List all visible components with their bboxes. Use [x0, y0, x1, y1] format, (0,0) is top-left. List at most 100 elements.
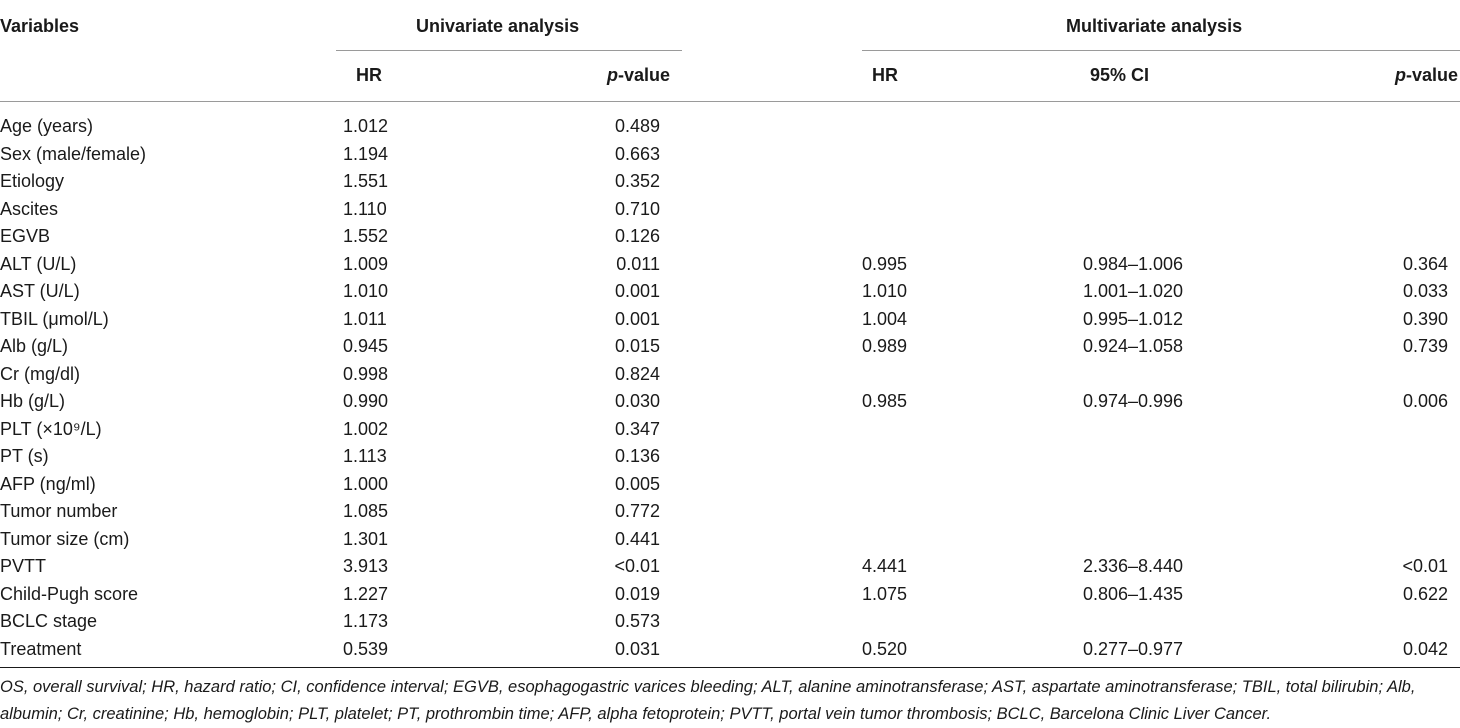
header-bottom-rule: [0, 101, 1460, 102]
uni-hr-cell: 1.085: [343, 501, 389, 521]
header-uni-hr: HR: [356, 65, 382, 85]
uni-hr-cell: 1.173: [343, 611, 389, 631]
uni-p-cell: 0.710: [614, 198, 660, 219]
uni-hr-cell: 1.113: [343, 446, 387, 466]
table-row: Sex (male/female) 1.194 0.663: [0, 141, 1460, 169]
table-row: Child-Pugh score 1.227 0.019 1.075 0.806–1.4…: [0, 581, 1460, 609]
variable-cell: Age (years): [0, 116, 94, 136]
uni-p-cell: <0.01: [614, 556, 660, 576]
uni-hr-cell: 0.998: [343, 363, 389, 384]
multi-hr-cell: 1.004: [862, 308, 908, 329]
multi-p-cell: 0.006: [1402, 391, 1448, 411]
variable-cell: EGVB: [0, 226, 51, 246]
table-row: AFP (ng/ml) 1.000 0.005: [0, 471, 1460, 499]
variable-cell: ALT (U/L): [0, 253, 77, 274]
header-multi-pvalue: p-value: [1394, 65, 1458, 85]
uni-p-cell: 0.011: [616, 253, 660, 274]
variable-cell: Cr (mg/dl): [0, 363, 80, 384]
uni-p-cell: 0.126: [614, 226, 660, 246]
uni-p-cell: 0.347: [614, 418, 660, 439]
table-row: Tumor size (cm) 1.301 0.441: [0, 526, 1460, 554]
variable-cell: BCLC stage: [0, 611, 98, 631]
multi-p-cell: 0.033: [1402, 281, 1448, 301]
uni-hr-cell: 0.990: [343, 391, 389, 411]
multi-hr-cell: 1.075: [862, 583, 908, 604]
table-row: BCLC stage 1.173 0.573: [0, 608, 1460, 636]
multi-hr-cell: 4.441: [862, 556, 908, 576]
header-multi-hr: HR: [872, 65, 898, 85]
multi-p-cell: 0.390: [1402, 308, 1448, 329]
uni-hr-cell: 1.009: [343, 253, 389, 274]
uni-p-cell: 0.005: [614, 473, 660, 494]
table-row: Age (years) 1.012 0.489: [0, 113, 1460, 141]
table-row: PT (s) 1.113 0.136: [0, 443, 1460, 471]
table-row: Etiology 1.551 0.352: [0, 168, 1460, 196]
multi-hr-cell: 0.985: [862, 391, 908, 411]
variable-cell: Alb (g/L): [0, 336, 69, 356]
uni-p-cell: 0.030: [614, 391, 660, 411]
uni-hr-cell: 3.913: [343, 556, 389, 576]
table-row: TBIL (μmol/L) 1.011 0.001 1.004 0.995–1.012 0…: [0, 306, 1460, 334]
table-row: EGVB 1.552 0.126: [0, 223, 1460, 251]
uni-p-cell: 0.001: [614, 281, 660, 301]
variable-cell: Treatment: [0, 638, 82, 659]
table-row: Tumor number 1.085 0.772: [0, 498, 1460, 526]
uni-hr-cell: 1.194: [343, 143, 389, 164]
header-multivariate: Multivariate analysis: [1066, 16, 1243, 36]
multi-hr-cell: 0.995: [862, 253, 908, 274]
multi-ci-cell: 0.806–1.435: [1082, 583, 1184, 604]
table-row: Alb (g/L) 0.945 0.015 0.989 0.924–1.058 0.739: [0, 333, 1460, 361]
table-footnote: OS, overall survival; HR, hazard ratio; …: [0, 678, 1416, 723]
variable-cell: Hb (g/L): [0, 391, 66, 411]
multi-ci-cell: 0.995–1.012: [1082, 308, 1184, 329]
uni-p-cell: 0.772: [614, 501, 660, 521]
header-multi-ci: 95% CI: [1090, 65, 1150, 85]
multivariate-group-rule: [862, 50, 1460, 51]
uni-hr-cell: 0.539: [343, 638, 389, 659]
uni-p-cell: 0.352: [614, 171, 660, 191]
multi-ci-cell: 0.277–0.977: [1082, 638, 1184, 659]
variable-cell: PLT (×10⁹/L): [0, 418, 102, 439]
uni-p-cell: 0.031: [614, 638, 660, 659]
uni-p-cell: 0.441: [614, 528, 660, 549]
table-row: AST (U/L) 1.010 0.001 1.010 1.001–1.020 0.033: [0, 278, 1460, 306]
uni-p-cell: 0.019: [614, 583, 660, 604]
multi-hr-cell: 0.520: [862, 638, 908, 659]
header-uni-pvalue: p-value: [606, 65, 670, 85]
uni-hr-cell: 1.551: [343, 171, 389, 191]
table-bottom-rule: [0, 667, 1460, 668]
variable-cell: PVTT: [0, 556, 47, 576]
variable-cell: Child-Pugh score: [0, 583, 139, 604]
table-row: PVTT 3.913 <0.01 4.441 2.336–8.440 <0.01: [0, 553, 1460, 581]
header-variables: Variables: [0, 16, 80, 36]
table-row: Cr (mg/dl) 0.998 0.824: [0, 361, 1460, 389]
table-row: Treatment 0.539 0.031 0.520 0.277–0.977 0.042: [0, 636, 1460, 664]
table-row: ALT (U/L) 1.009 0.011 0.995 0.984–1.006 0.364: [0, 251, 1460, 279]
table-row: PLT (×10⁹/L) 1.002 0.347: [0, 416, 1460, 444]
multi-hr-cell: 0.989: [862, 336, 908, 356]
uni-hr-cell: 1.110: [343, 198, 387, 219]
table-row: Ascites 1.110 0.710: [0, 196, 1460, 224]
uni-hr-cell: 1.552: [343, 226, 389, 246]
multi-hr-cell: 1.010: [862, 281, 908, 301]
multi-ci-cell: 0.974–0.996: [1082, 391, 1184, 411]
variable-cell: PT (s): [0, 446, 49, 466]
multi-ci-cell: 0.984–1.006: [1082, 253, 1184, 274]
uni-hr-cell: 1.301: [343, 528, 389, 549]
uni-p-cell: 0.824: [614, 363, 660, 384]
variable-cell: TBIL (μmol/L): [0, 308, 109, 329]
uni-hr-cell: 1.010: [343, 281, 389, 301]
uni-hr-cell: 0.945: [343, 336, 389, 356]
uni-p-cell: 0.001: [614, 308, 660, 329]
variable-cell: AST (U/L): [0, 281, 80, 301]
uni-hr-cell: 1.002: [343, 418, 389, 439]
uni-p-cell: 0.136: [614, 446, 660, 466]
uni-p-cell: 0.663: [614, 143, 660, 164]
multi-p-cell: 0.622: [1402, 583, 1448, 604]
multi-p-cell: 0.739: [1402, 336, 1448, 356]
multi-ci-cell: 2.336–8.440: [1082, 556, 1184, 576]
header-univariate: Univariate analysis: [416, 16, 580, 36]
multi-ci-cell: 0.924–1.058: [1082, 336, 1184, 356]
uni-p-cell: 0.489: [614, 116, 660, 136]
uni-hr-cell: 1.000: [343, 473, 389, 494]
